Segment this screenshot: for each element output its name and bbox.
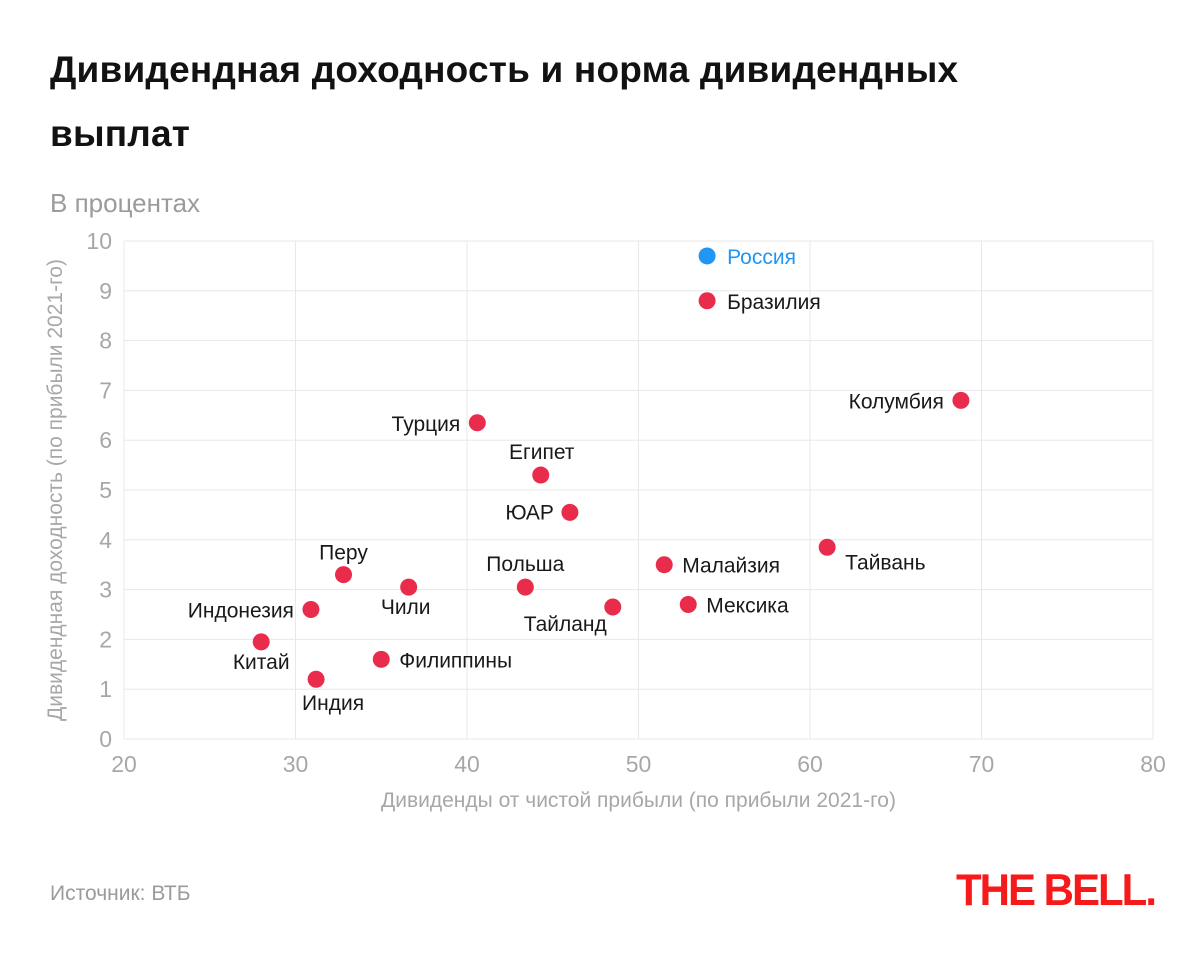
- data-point-default: [335, 566, 353, 584]
- data-point-label: Перу: [319, 542, 368, 565]
- y-axis-tick-label: 0: [99, 726, 112, 752]
- chart-header: Дивидендная доходность и норма дивидендн…: [50, 38, 1160, 219]
- y-axis-tick-label: 8: [99, 328, 112, 354]
- y-axis-tick-label: 5: [99, 477, 112, 503]
- data-point-highlight: [698, 247, 716, 265]
- data-point-label: Чили: [381, 596, 431, 619]
- data-point-label: Китай: [233, 651, 290, 674]
- x-axis-title: Дивиденды от чистой прибыли (по прибыли …: [381, 789, 896, 812]
- y-axis-tick-label: 6: [99, 427, 112, 453]
- title-line-2: выплат: [50, 113, 191, 154]
- data-point-label: Филиппины: [399, 649, 512, 672]
- data-point-label: Тайланд: [524, 613, 607, 636]
- data-point-default: [655, 556, 673, 574]
- y-axis-tick-label: 4: [99, 527, 112, 553]
- data-point-label: Индия: [302, 692, 364, 715]
- page-title: Дивидендная доходность и норма дивидендн…: [50, 38, 1160, 166]
- x-axis-tick-label: 80: [1140, 751, 1166, 777]
- data-point-label: Россия: [727, 246, 796, 269]
- y-axis-tick-label: 9: [99, 278, 112, 304]
- y-axis-tick-label: 10: [86, 228, 112, 254]
- data-point-default: [400, 578, 418, 596]
- title-line-1: Дивидендная доходность и норма дивидендн…: [50, 49, 959, 90]
- x-axis-tick-label: 50: [626, 751, 652, 777]
- data-point-label: Египет: [509, 441, 575, 464]
- data-point-default: [302, 601, 320, 619]
- data-point-default: [372, 650, 390, 668]
- data-point-default: [679, 596, 697, 614]
- the-bell-logo: THE BELL.: [956, 864, 1157, 915]
- data-point-label: Индонезия: [188, 600, 294, 623]
- chart-subtitle: В процентах: [50, 188, 201, 218]
- x-axis-tick-label: 20: [111, 751, 137, 777]
- data-point-default: [604, 598, 622, 616]
- data-point-default: [252, 633, 270, 651]
- data-point-label: Бразилия: [727, 291, 821, 314]
- y-axis-tick-label: 2: [99, 626, 112, 652]
- data-point-default: [532, 466, 550, 484]
- x-axis-tick-label: 30: [283, 751, 309, 777]
- data-point-default: [698, 292, 716, 310]
- y-axis-tick-label: 7: [99, 377, 112, 403]
- x-axis-tick-label: 60: [797, 751, 823, 777]
- data-point-default: [561, 503, 579, 521]
- y-axis-tick-label: 3: [99, 577, 112, 603]
- data-point-label: Колумбия: [849, 390, 944, 413]
- data-point-label: Турция: [392, 413, 461, 436]
- x-axis-tick-label: 40: [454, 751, 480, 777]
- data-point-default: [468, 414, 486, 432]
- data-point-default: [307, 670, 325, 688]
- data-point-label: Мексика: [706, 595, 789, 618]
- data-point-label: Малайзия: [682, 555, 780, 578]
- data-point-label: Польша: [486, 553, 564, 576]
- source-note: Источник: ВТБ: [50, 882, 191, 905]
- data-point-label: Тайвань: [845, 551, 925, 574]
- y-axis-tick-label: 1: [99, 676, 112, 702]
- data-point-label: ЮАР: [505, 501, 554, 524]
- data-point-default: [818, 538, 836, 556]
- data-point-default: [516, 578, 534, 596]
- data-point-default: [952, 391, 970, 409]
- x-axis-tick-label: 70: [969, 751, 995, 777]
- y-axis-title: Дивидендная доходность (по прибыли 2021-…: [44, 259, 67, 721]
